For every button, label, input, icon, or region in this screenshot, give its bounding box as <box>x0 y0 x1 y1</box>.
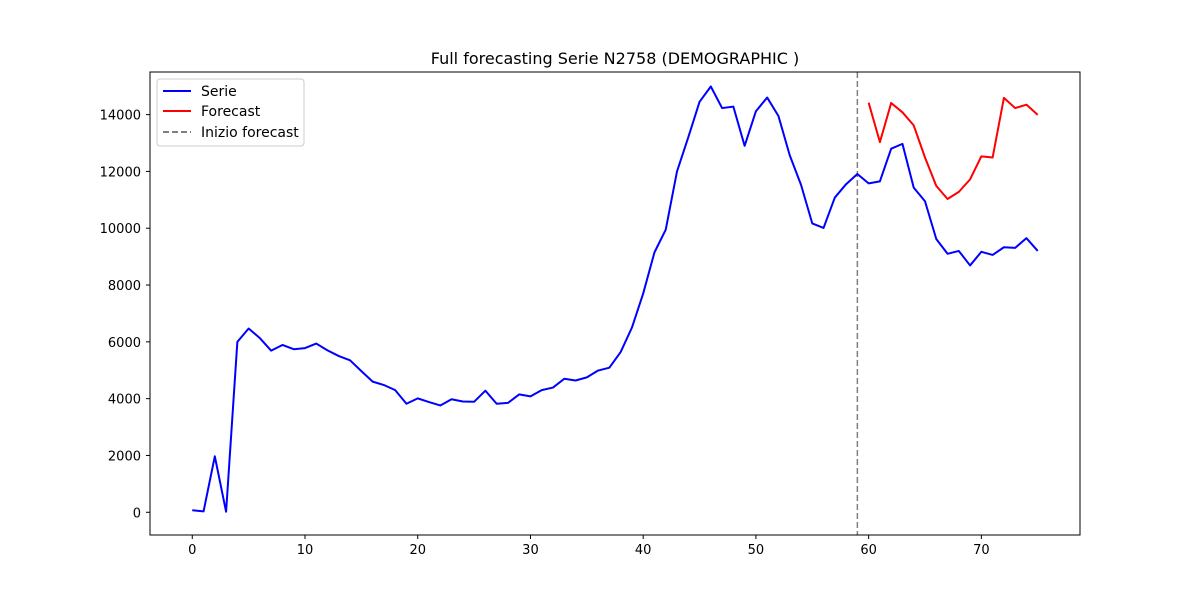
y-tick-label: 12000 <box>100 165 141 180</box>
y-tick-label: 6000 <box>108 336 141 351</box>
legend: Serie Forecast Inizio forecast <box>156 78 305 147</box>
x-tick-label: 60 <box>860 543 877 558</box>
series-line-forecast <box>867 96 1039 200</box>
x-tick-label: 20 <box>409 543 426 558</box>
legend-label-forecast-start: Inizio forecast <box>201 125 299 141</box>
legend-box <box>156 78 305 147</box>
y-tick-label: 0 <box>133 506 141 521</box>
y-tick-label: 4000 <box>108 393 141 408</box>
series-line-serie <box>192 85 1039 513</box>
x-axis: 0 10 20 30 40 50 60 70 <box>188 535 990 558</box>
series-points-0 <box>192 86 1038 512</box>
x-tick-label: 0 <box>188 543 196 558</box>
y-tick-label: 10000 <box>100 222 141 237</box>
x-tick-label: 50 <box>748 543 765 558</box>
x-tick-label: 30 <box>522 543 539 558</box>
y-tick-label: 8000 <box>108 279 141 294</box>
y-axis: 0 2000 4000 6000 8000 10000 12000 14000 <box>100 109 150 521</box>
x-tick-label: 10 <box>297 543 314 558</box>
y-tick-label: 14000 <box>100 109 141 124</box>
plot-area <box>192 72 1039 535</box>
y-tick-label: 2000 <box>108 449 141 464</box>
chart-title: Full forecasting Serie N2758 (DEMOGRAPHI… <box>431 49 799 68</box>
legend-label-forecast: Forecast <box>201 104 261 120</box>
plot-frame <box>149 71 1081 536</box>
x-tick-label: 70 <box>973 543 990 558</box>
x-tick-label: 40 <box>635 543 652 558</box>
legend-label-serie: Serie <box>201 84 237 100</box>
series-points-1 <box>868 97 1038 199</box>
